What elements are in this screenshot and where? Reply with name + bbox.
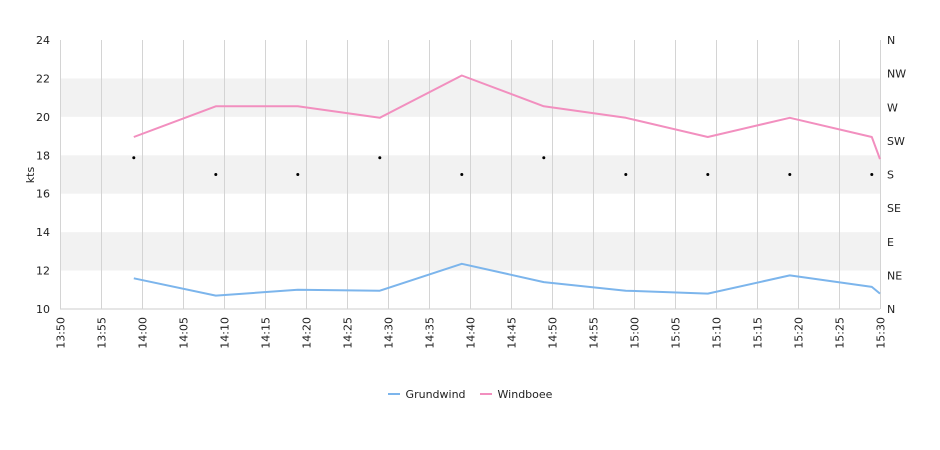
direction-point xyxy=(624,173,628,176)
y-tick-label: 20 xyxy=(36,111,50,124)
x-tick-label: 15:30 xyxy=(875,317,888,349)
y-axis-label: kts xyxy=(24,167,37,184)
x-tick-label: 14:40 xyxy=(465,317,478,349)
series-line-grundwind xyxy=(133,262,881,297)
y-tick-label: 18 xyxy=(36,149,50,162)
direction-point xyxy=(706,173,710,176)
x-tick-label: 14:55 xyxy=(588,317,601,349)
y-tick-label: 24 xyxy=(36,34,50,47)
x-tick-label: 15:10 xyxy=(711,317,724,349)
x-tick-label: 14:30 xyxy=(383,317,396,349)
direction-label: N xyxy=(887,303,895,316)
x-tick-label: 15:15 xyxy=(752,317,765,349)
legend: Grundwind Windboee xyxy=(0,385,940,403)
right-direction-axis: N NW W SW S SE E NE N xyxy=(887,34,906,316)
direction-label: W xyxy=(887,101,898,114)
x-tick-label: 14:50 xyxy=(547,317,560,349)
x-tick-label: 14:15 xyxy=(260,317,273,349)
x-tick-label: 14:25 xyxy=(342,317,355,349)
legend-item-grundwind[interactable]: Grundwind xyxy=(387,385,466,403)
vertical-gridlines xyxy=(60,40,881,309)
direction-point xyxy=(788,173,792,176)
x-tick-label: 14:35 xyxy=(424,317,437,349)
series-lines xyxy=(133,74,881,297)
x-tick-label: 14:00 xyxy=(137,317,150,349)
direction-label: N xyxy=(887,34,895,47)
direction-point xyxy=(378,156,382,160)
legend-label-windboee: Windboee xyxy=(497,387,553,401)
y-tick-label: 10 xyxy=(36,303,50,316)
direction-label: S xyxy=(887,169,894,182)
legend-swatch-windboee xyxy=(479,393,492,395)
x-tick-label: 15:05 xyxy=(670,317,683,349)
direction-label: SW xyxy=(887,135,905,148)
x-tick-label: 15:00 xyxy=(629,317,642,349)
y-tick-label: 22 xyxy=(36,72,50,85)
x-tick-label: 14:10 xyxy=(219,317,232,349)
direction-point xyxy=(132,156,136,160)
direction-point xyxy=(214,173,218,176)
direction-point xyxy=(296,173,300,176)
direction-point xyxy=(542,156,546,160)
y-tick-label: 16 xyxy=(36,188,50,201)
x-tick-label: 14:45 xyxy=(506,317,519,349)
x-tick-label: 14:05 xyxy=(178,317,191,349)
direction-label: NE xyxy=(887,269,902,282)
x-tick-label: 13:55 xyxy=(96,317,109,349)
legend-label-grundwind: Grundwind xyxy=(405,387,466,401)
x-tick-label: 15:20 xyxy=(793,317,806,349)
x-tick-label: 14:20 xyxy=(301,317,314,349)
x-tick-label: 13:50 xyxy=(55,317,68,349)
direction-point xyxy=(870,173,874,176)
legend-swatch-grundwind xyxy=(387,393,400,395)
left-y-axis: 10 12 14 16 18 20 22 24 xyxy=(36,34,50,316)
x-axis: 13:50 13:55 14:00 14:05 14:10 14:15 14:20 14:25… xyxy=(55,317,888,349)
direction-label: E xyxy=(887,236,894,249)
y-tick-label: 14 xyxy=(36,226,50,239)
direction-points xyxy=(132,156,874,176)
y-tick-label: 12 xyxy=(36,265,50,278)
direction-label: NW xyxy=(887,68,906,81)
x-tick-label: 15:25 xyxy=(834,317,847,349)
legend-item-windboee[interactable]: Windboee xyxy=(479,385,553,403)
direction-point xyxy=(460,173,464,176)
direction-label: SE xyxy=(887,202,901,215)
series-line-windboee xyxy=(133,74,881,160)
